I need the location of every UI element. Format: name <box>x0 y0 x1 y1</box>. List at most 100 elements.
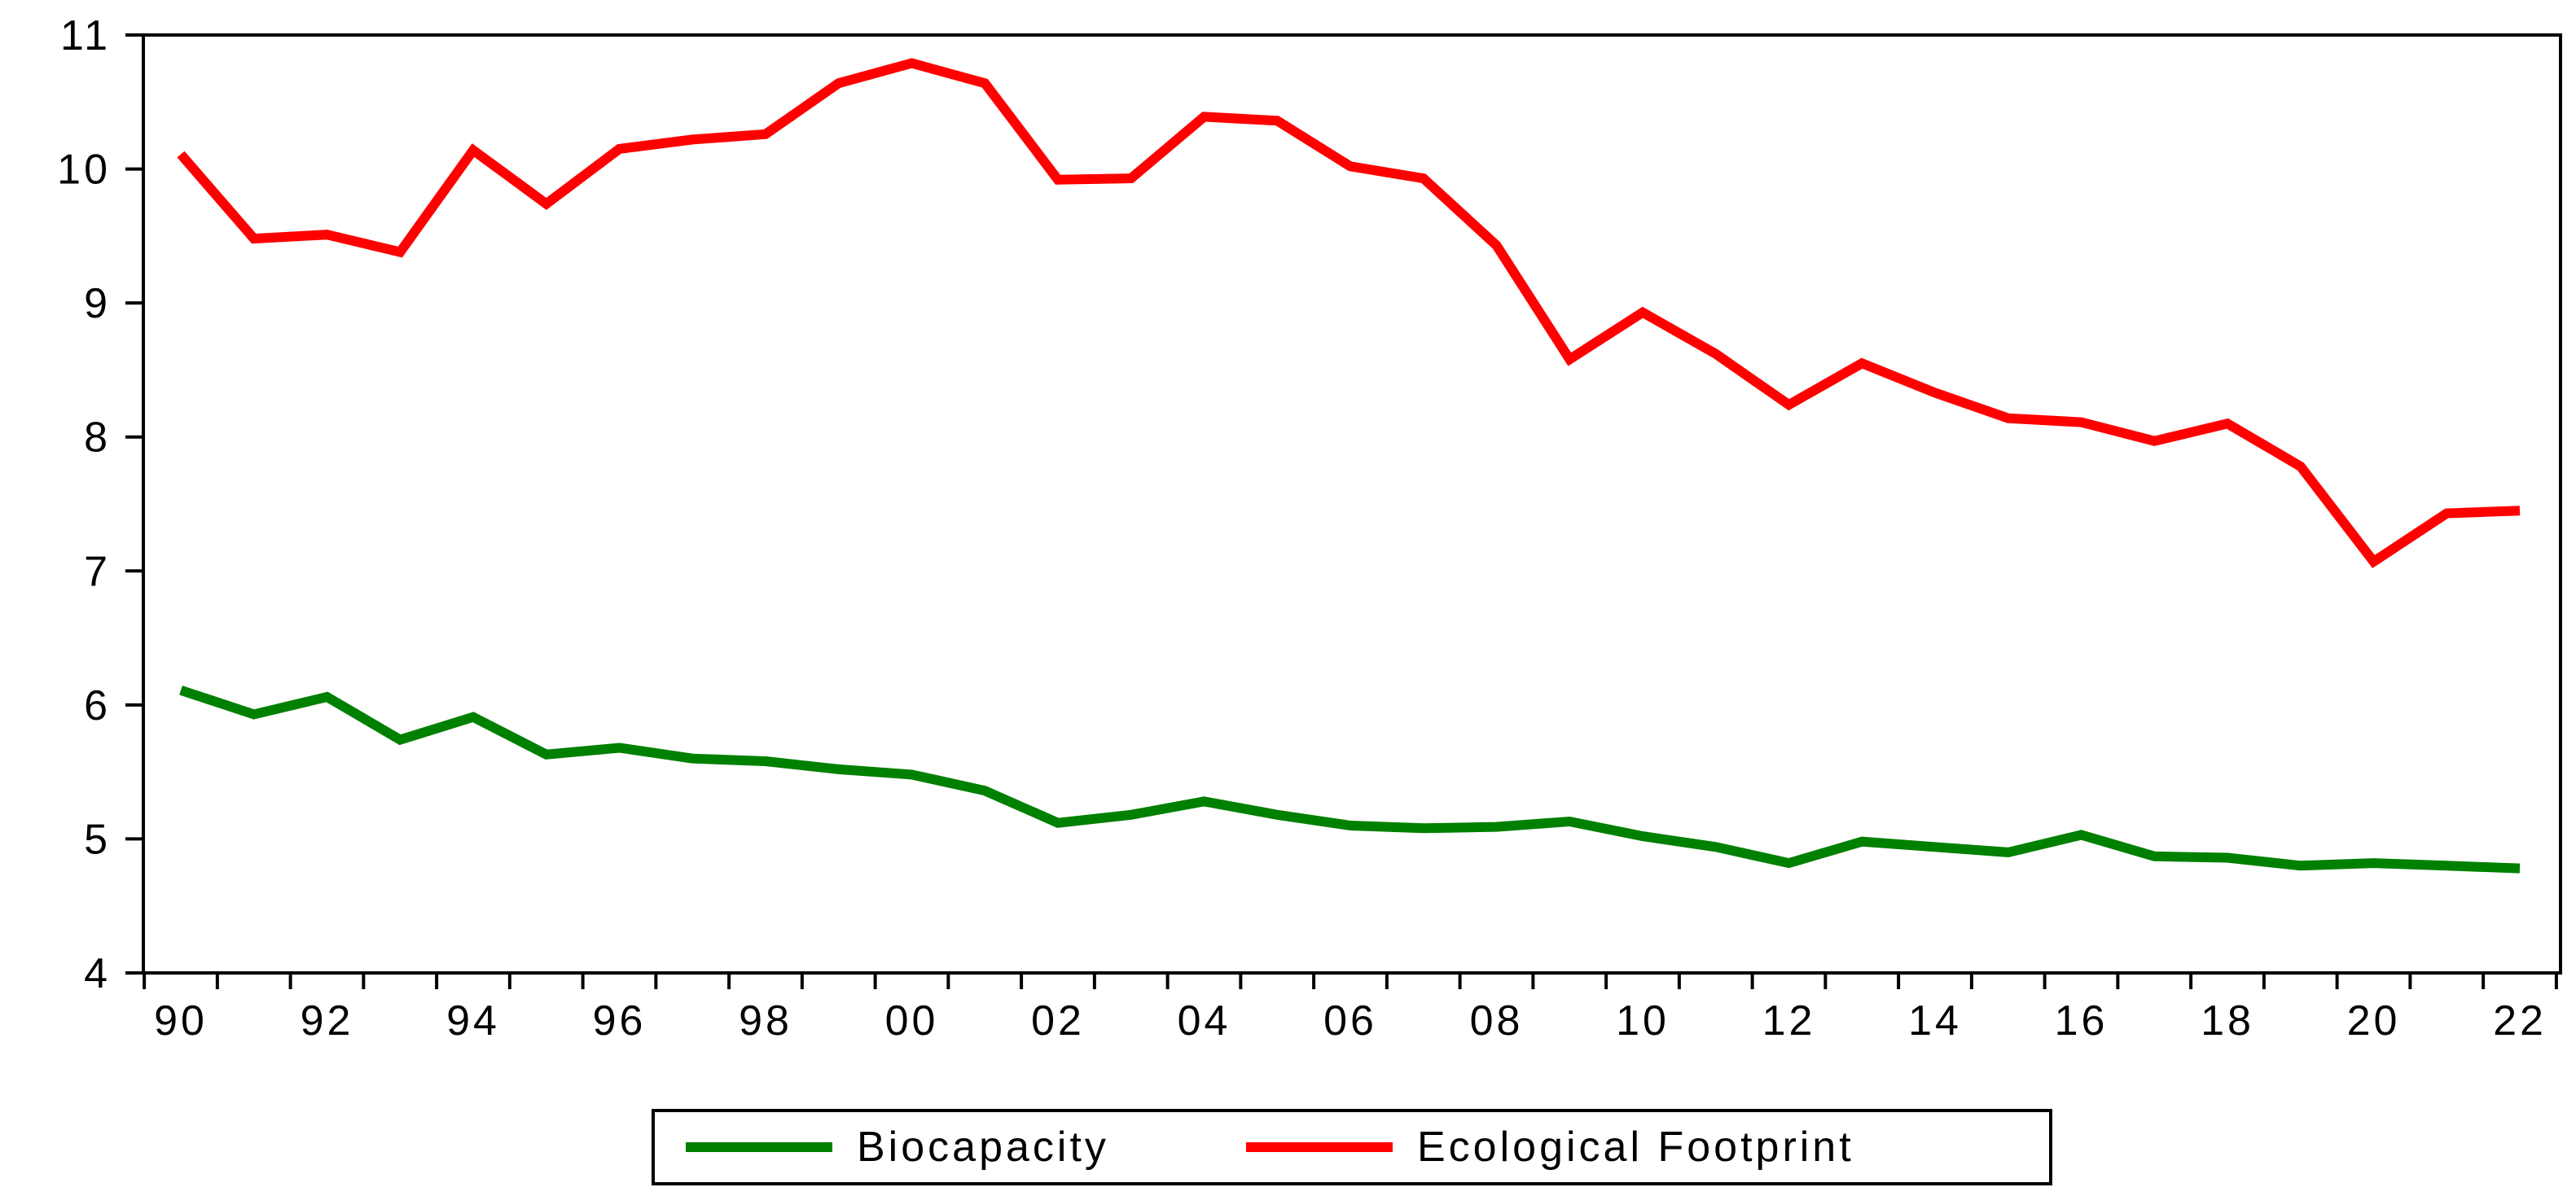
data-point-biocapacity <box>2006 850 2011 855</box>
x-tick-label: 00 <box>885 997 939 1045</box>
data-point-ecological-footprint <box>1348 164 1353 169</box>
series-line-ecological-footprint <box>177 58 2521 568</box>
data-point-ecological-footprint <box>690 137 695 142</box>
data-point-biocapacity <box>690 756 695 761</box>
y-tick-label: 7 <box>84 548 111 595</box>
data-point-biocapacity <box>982 788 987 793</box>
plot-frame <box>142 33 2562 975</box>
series-lines <box>177 58 2522 874</box>
data-point-ecological-footprint <box>1567 357 1572 361</box>
data-point-biocapacity <box>1348 823 1353 828</box>
data-point-biocapacity <box>397 738 402 743</box>
data-point-ecological-footprint <box>2372 559 2376 564</box>
x-tick-label: 92 <box>301 997 354 1045</box>
data-point-ecological-footprint <box>1859 361 1864 366</box>
x-tick-label: 04 <box>1178 997 1231 1045</box>
x-tick-label: 96 <box>593 997 647 1045</box>
data-point-ecological-footprint <box>397 250 402 255</box>
data-point-ecological-footprint <box>544 201 549 206</box>
data-point-biocapacity <box>2079 832 2084 837</box>
x-tick-label: 22 <box>2493 997 2547 1045</box>
data-point-biocapacity <box>2444 863 2449 868</box>
data-point-biocapacity <box>252 712 257 716</box>
data-point-biocapacity <box>471 715 476 720</box>
y-tick-label: 6 <box>84 682 111 729</box>
x-tick-label: 14 <box>1908 997 1962 1045</box>
data-point-ecological-footprint <box>1787 402 1792 407</box>
data-point-ecological-footprint <box>252 236 257 241</box>
data-point-biocapacity <box>1640 834 1645 839</box>
data-point-ecological-footprint <box>1129 176 1134 181</box>
data-point-ecological-footprint <box>910 61 915 66</box>
data-point-ecological-footprint <box>1933 390 1937 395</box>
data-point-biocapacity <box>1787 861 1792 865</box>
y-tick-label: 10 <box>57 147 111 194</box>
data-point-biocapacity <box>2517 866 2522 871</box>
data-point-biocapacity <box>836 767 841 772</box>
x-tick-label: 12 <box>1762 997 1816 1045</box>
data-point-biocapacity <box>2372 861 2376 865</box>
data-point-biocapacity <box>1421 826 1426 830</box>
data-point-biocapacity <box>1055 821 1060 826</box>
data-point-ecological-footprint <box>763 132 768 137</box>
data-point-ecological-footprint <box>1055 177 1060 182</box>
data-point-biocapacity <box>1275 813 1279 817</box>
data-point-ecological-footprint <box>2444 511 2449 516</box>
data-point-ecological-footprint <box>836 81 841 85</box>
data-point-ecological-footprint <box>2152 439 2157 444</box>
data-point-biocapacity <box>544 752 549 757</box>
x-tick-label: 90 <box>154 997 208 1045</box>
x-axis-ticks: 90 92 94 96 98 00 02 04 06 08 10 12 14 16 18 20 22 <box>143 973 2558 1045</box>
data-point-biocapacity <box>1933 844 1937 849</box>
data-point-biocapacity <box>2298 863 2303 868</box>
data-point-ecological-footprint <box>2079 420 2084 425</box>
data-point-biocapacity <box>1859 839 1864 844</box>
x-tick-label: 06 <box>1323 997 1377 1045</box>
x-tick-label: 08 <box>1470 997 1524 1045</box>
x-tick-label: 94 <box>446 997 500 1045</box>
y-tick-label: 11 <box>60 12 111 59</box>
y-tick-label: 4 <box>84 950 111 997</box>
data-point-biocapacity <box>178 688 183 693</box>
data-point-biocapacity <box>617 746 622 751</box>
data-point-biocapacity <box>910 772 915 777</box>
data-point-ecological-footprint <box>1494 243 1499 248</box>
data-point-biocapacity <box>1567 819 1572 824</box>
data-point-ecological-footprint <box>178 151 183 156</box>
y-tick-label: 9 <box>84 280 111 327</box>
data-point-biocapacity <box>1494 825 1499 830</box>
data-point-ecological-footprint <box>1202 114 1207 119</box>
y-tick-label: 8 <box>84 414 111 462</box>
data-point-ecological-footprint <box>471 148 476 153</box>
data-point-biocapacity <box>325 694 330 699</box>
data-point-ecological-footprint <box>2298 464 2303 469</box>
data-point-ecological-footprint <box>982 81 987 85</box>
data-point-biocapacity <box>2152 854 2157 859</box>
data-point-ecological-footprint <box>1421 176 1426 181</box>
data-point-ecological-footprint <box>2225 421 2230 426</box>
data-point-ecological-footprint <box>2517 508 2522 513</box>
data-point-biocapacity <box>1129 813 1134 817</box>
legend-label-biocapacity: Biocapacity <box>857 1124 1109 1171</box>
x-tick-label: 10 <box>1616 997 1670 1045</box>
data-point-ecological-footprint <box>1275 118 1279 123</box>
series-line-biocapacity <box>179 686 2521 874</box>
x-tick-label: 98 <box>739 997 792 1045</box>
data-point-ecological-footprint <box>2006 416 2011 421</box>
data-point-ecological-footprint <box>617 147 622 151</box>
data-point-ecological-footprint <box>1640 310 1645 315</box>
data-point-biocapacity <box>2225 855 2230 860</box>
legend-label-ecological-footprint: Ecological Footprint <box>1417 1124 1854 1171</box>
x-tick-label: 02 <box>1031 997 1085 1045</box>
data-point-ecological-footprint <box>1714 352 1718 357</box>
data-point-ecological-footprint <box>325 232 330 237</box>
x-tick-label: 20 <box>2347 997 2401 1045</box>
data-point-biocapacity <box>1202 799 1207 804</box>
y-axis-ticks: 4 5 6 7 8 9 10 11 <box>57 12 143 997</box>
data-point-biocapacity <box>763 759 768 764</box>
y-tick-label: 5 <box>84 816 111 863</box>
data-point-biocapacity <box>1714 844 1718 849</box>
x-tick-label: 16 <box>2055 997 2109 1045</box>
